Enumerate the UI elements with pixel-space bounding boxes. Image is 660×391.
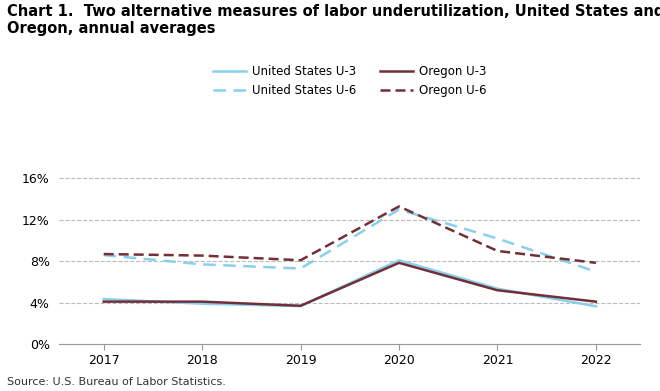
Text: Chart 1.  Two alternative measures of labor underutilization, United States and
: Chart 1. Two alternative measures of lab… <box>7 4 660 36</box>
Text: Source: U.S. Bureau of Labor Statistics.: Source: U.S. Bureau of Labor Statistics. <box>7 377 226 387</box>
Legend: United States U-3, United States U-6, Oregon U-3, Oregon U-6: United States U-3, United States U-6, Or… <box>213 65 486 97</box>
